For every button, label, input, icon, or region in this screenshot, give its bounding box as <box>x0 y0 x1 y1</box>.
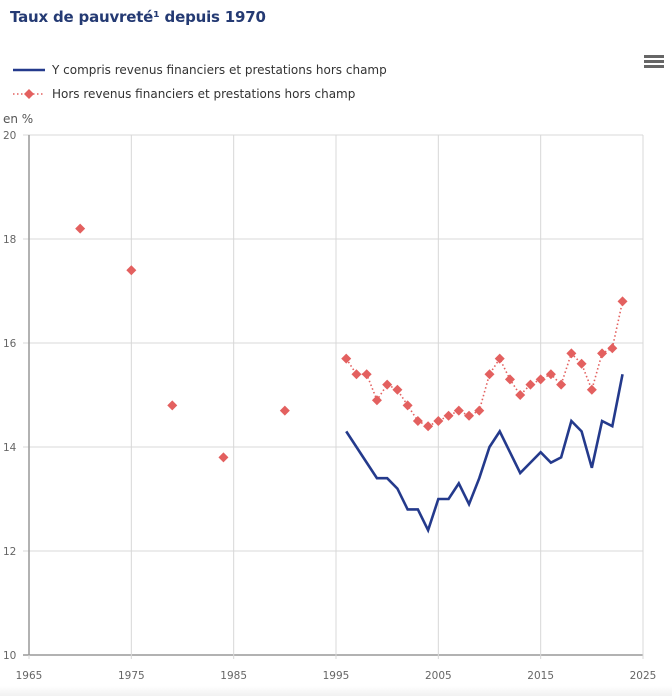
series-line-blue <box>345 373 624 534</box>
grid-layer <box>23 134 644 659</box>
footer-band <box>0 686 672 696</box>
data-point-red <box>453 405 464 416</box>
data-point-red <box>433 416 444 426</box>
y-tick-label: 18 <box>3 234 16 246</box>
data-point-red <box>464 410 475 421</box>
hamburger-menu-icon[interactable] <box>644 53 664 71</box>
x-tick-label: 2015 <box>527 670 554 682</box>
legend-solid-line-icon <box>13 68 45 72</box>
data-point-red <box>75 223 86 234</box>
x-tick-label: 2005 <box>425 670 452 682</box>
y-tick-label: 10 <box>3 650 16 662</box>
data-point-red <box>597 348 608 359</box>
data-point-red <box>586 384 597 395</box>
x-tick-label: 1965 <box>16 670 43 682</box>
tick-layer: 10 12 14 16 18 20 1965 1975 1985 1995 2005 2015 2025 <box>3 130 656 682</box>
data-point-red <box>617 296 628 307</box>
x-tick-label: 2025 <box>630 670 657 682</box>
legend-item-red[interactable]: Hors revenus financiers et prestations h… <box>12 82 387 106</box>
data-point-red <box>279 405 290 416</box>
series-layer <box>75 223 628 534</box>
data-point-red <box>474 405 485 416</box>
data-point-red <box>341 353 352 364</box>
data-point-red <box>126 265 137 276</box>
chart-title: Taux de pauvreté¹ depuis 1970 <box>10 8 266 26</box>
data-point-red <box>535 374 546 385</box>
data-point-red <box>484 369 495 380</box>
data-point-red <box>576 358 587 369</box>
data-point-red <box>218 452 229 463</box>
data-point-red <box>525 379 536 390</box>
chart-legend: Y compris revenus financiers et prestati… <box>12 58 387 106</box>
data-point-red <box>556 379 567 390</box>
data-point-red <box>607 343 618 354</box>
x-tick-label: 1985 <box>220 670 247 682</box>
data-point-red <box>423 421 434 432</box>
data-point-red <box>392 384 403 395</box>
data-point-red <box>412 416 423 426</box>
y-tick-label: 14 <box>3 442 17 454</box>
x-tick-label: 1975 <box>118 670 145 682</box>
data-point-red <box>443 410 454 421</box>
series-line-red <box>345 301 624 428</box>
legend-item-blue[interactable]: Y compris revenus financiers et prestati… <box>12 58 387 82</box>
data-point-red <box>494 353 505 364</box>
legend-dotted-diamond-icon <box>13 89 45 99</box>
legend-label-blue: Y compris revenus financiers et prestati… <box>52 63 387 77</box>
data-point-red <box>402 400 413 411</box>
y-tick-label: 20 <box>3 130 16 142</box>
x-tick-label: 1995 <box>323 670 350 682</box>
data-point-red <box>566 348 577 359</box>
data-point-red <box>361 369 372 380</box>
y-axis-unit-label: en % <box>3 112 34 126</box>
data-point-red <box>515 390 526 400</box>
data-point-red <box>545 369 556 380</box>
data-point-red <box>167 400 178 411</box>
data-point-red <box>371 395 382 406</box>
data-point-red <box>504 374 515 385</box>
data-point-red <box>382 379 393 390</box>
y-tick-label: 12 <box>3 546 16 558</box>
data-point-red <box>351 369 362 380</box>
y-tick-label: 16 <box>3 338 17 350</box>
legend-label-red: Hors revenus financiers et prestations h… <box>52 87 356 101</box>
